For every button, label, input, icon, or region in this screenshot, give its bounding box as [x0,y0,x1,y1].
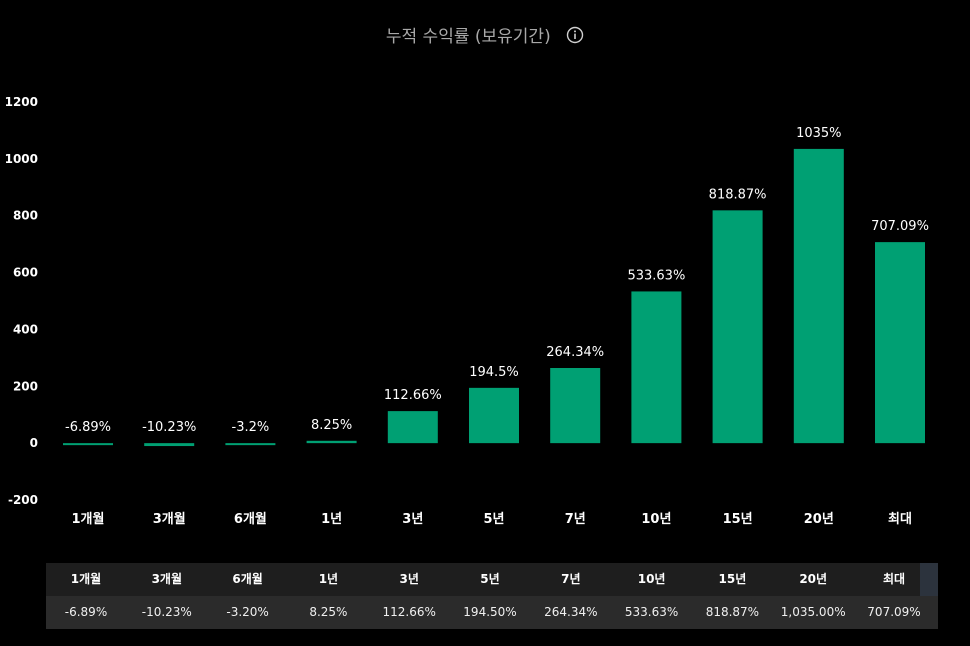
x-tick-label: 최대 [888,512,912,527]
table-cell: 707.09% [867,605,921,619]
table-header-cell: 6개월 [232,572,263,586]
table-header-cell: 20년 [799,572,828,586]
bar[interactable] [225,443,276,446]
y-tick-label: 1000 [5,152,38,166]
x-tick-label: 6개월 [234,511,267,527]
table-header-cell: 5년 [480,572,500,586]
bar[interactable] [387,411,438,444]
data-label: 112.66% [384,388,442,403]
bar[interactable] [469,387,519,444]
y-tick-label: 800 [13,209,38,223]
x-tick-label: 10년 [641,512,671,527]
table-header-cell: 3개월 [151,572,183,586]
y-tick-label: 600 [13,266,38,280]
table-header-cell: 1개월 [70,572,102,586]
info-icon[interactable] [566,26,584,49]
table-cell: -6.89% [64,605,108,619]
table-scrollbar[interactable] [920,563,938,596]
bar[interactable] [144,443,195,447]
table-header-cell: 10년 [637,572,666,586]
chart-title: 누적 수익률 (보유기간) [385,27,551,47]
y-tick-label: 200 [13,379,38,393]
x-tick-label: 3년 [402,512,423,527]
data-label: 707.09% [871,219,929,234]
table-row: -6.89% -10.23% -3.20% 8.25% 112.66% 194.50% 26… [46,596,938,629]
table-header-row: 1개월 3개월 6개월 1년 3년 5년 7년 10년 15년 20년 최대 [46,563,920,596]
table-cell: 264.34% [544,605,598,619]
x-tick-label: 15년 [723,512,753,527]
table-header-cell: 최대 [882,572,906,586]
data-label: -6.89% [65,420,111,435]
data-label: -3.2% [232,420,270,435]
bar[interactable] [63,443,113,446]
table-cell: 818.87% [705,605,760,619]
data-label: 8.25% [311,418,352,433]
x-tick-label: 20년 [804,512,834,527]
bar[interactable] [875,242,925,444]
bar[interactable] [631,291,682,444]
data-label: 264.34% [546,345,604,360]
table-header-cell: 7년 [561,572,581,586]
x-axis: 1개월 3개월 6개월 1년 3년 5년 7년 10년 15년 20년 최대 [72,511,912,527]
table-cell: 533.63% [624,605,679,619]
data-label: -10.23% [142,420,196,435]
bar[interactable] [712,210,763,444]
table-header-cell: 3년 [399,572,419,586]
table-cell: -3.20% [226,605,269,619]
table-cell: 8.25% [309,605,348,619]
y-tick-label: -200 [8,493,38,507]
data-label: 818.87% [709,187,767,202]
y-axis: 1200 1000 800 600 400 200 0 -200 [5,95,38,507]
data-label: 194.5% [469,365,519,380]
y-tick-label: 400 [13,322,38,336]
y-tick-label: 1200 [5,95,38,109]
table-cell: -10.23% [141,605,192,619]
table-cell: 1,035.00% [780,605,846,619]
data-label: 1035% [796,126,841,141]
y-tick-label: 0 [30,436,38,450]
bar[interactable] [550,367,601,444]
data-label: 533.63% [627,268,685,283]
x-tick-label: 1년 [321,512,342,527]
bar[interactable] [793,148,844,444]
x-tick-label: 7년 [565,512,586,527]
x-tick-label: 3개월 [153,511,186,527]
x-tick-label: 5년 [483,512,504,527]
table-cell: 112.66% [382,605,436,619]
returns-table: 1개월 3개월 6개월 1년 3년 5년 7년 10년 15년 20년 최대 -6.89% -10.2… [46,563,938,629]
x-tick-label: 1개월 [72,511,105,527]
bar[interactable] [306,440,357,444]
bars [63,148,925,447]
data-labels: -6.89% -10.23% -3.2% 8.25% 112.66% 194.5% 264.… [65,126,929,435]
chart-title-bar: 누적 수익률 (보유기간) [0,22,970,49]
table-header-cell: 1년 [318,572,339,586]
table-header-cell: 15년 [718,572,747,586]
table-cell: 194.50% [463,605,517,619]
